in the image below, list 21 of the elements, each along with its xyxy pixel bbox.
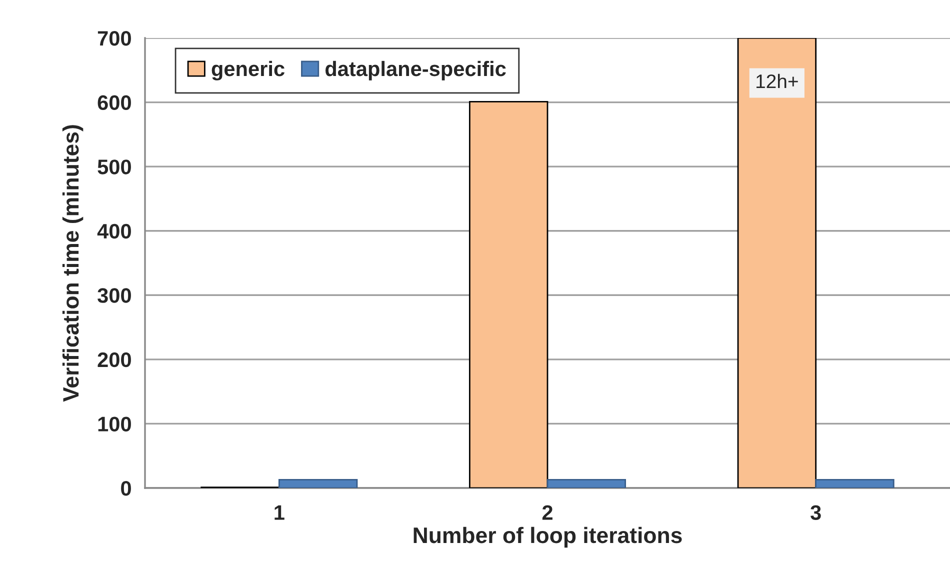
y-tick-label: 200: [98, 352, 131, 368]
x-tick-label: 1: [274, 505, 284, 520]
x-tick-label: 2: [542, 505, 552, 520]
bar: [546, 478, 626, 488]
y-tick-label: 300: [98, 288, 131, 303]
y-tick-label: 600: [98, 95, 131, 110]
x-axis-title: Number of loop iterations: [414, 526, 682, 548]
y-tick-label: 0: [121, 481, 131, 496]
legend-label: dataplane-specific: [326, 60, 506, 80]
y-tick-label: 500: [98, 160, 131, 174]
x-tick-label: 3: [810, 505, 821, 520]
legend-label: generic: [212, 60, 284, 80]
bar: [815, 478, 894, 488]
bar: [278, 478, 358, 488]
y-axis-title: Verification time (minutes): [62, 125, 84, 402]
y-tick-label: 100: [98, 416, 131, 432]
bar: [737, 38, 817, 488]
bar: [468, 100, 548, 488]
y-tick-label: 400: [97, 224, 131, 239]
annotation: 12h+: [756, 74, 798, 88]
y-tick-label: 700: [98, 31, 131, 46]
